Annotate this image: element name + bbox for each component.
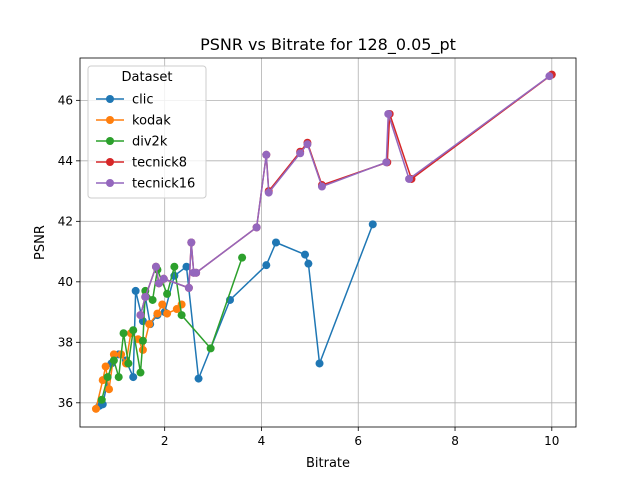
x-tick-label: 6 xyxy=(354,434,362,448)
legend-label: tecnick8 xyxy=(132,156,187,171)
data-point-tecnick16 xyxy=(296,149,305,158)
data-point-tecnick16 xyxy=(151,262,160,271)
legend-label: clic xyxy=(132,93,154,108)
y-tick-label: 38 xyxy=(58,335,73,349)
data-point-kodak xyxy=(101,362,110,371)
data-point-div2k xyxy=(206,344,215,353)
legend: Dataset clic kodak div2k tecnick8 tecnick16 xyxy=(87,65,207,199)
data-point-tecnick16 xyxy=(187,238,196,247)
y-tick-label: 44 xyxy=(58,154,73,168)
legend-swatch-marker xyxy=(106,137,114,145)
data-point-kodak xyxy=(158,300,167,309)
x-tick-label: 8 xyxy=(451,434,459,448)
data-point-clic xyxy=(271,238,280,247)
data-point-kodak xyxy=(153,309,162,318)
data-point-tecnick16 xyxy=(264,188,273,197)
y-tick-label: 46 xyxy=(58,93,73,107)
data-point-clic xyxy=(368,220,377,229)
data-point-div2k xyxy=(238,253,247,262)
y-tick-label: 36 xyxy=(58,396,73,410)
data-point-div2k xyxy=(103,373,112,382)
x-tick-label: 2 xyxy=(161,434,169,448)
data-point-tecnick16 xyxy=(405,174,414,183)
data-point-tecnick16 xyxy=(159,274,168,283)
data-point-tecnick16 xyxy=(545,72,554,81)
data-point-clic xyxy=(194,374,203,383)
data-point-div2k xyxy=(114,373,123,382)
legend-swatch-marker xyxy=(106,158,114,166)
legend-item-clic: clic xyxy=(96,93,154,108)
legend-swatch-marker xyxy=(106,179,114,187)
data-point-kodak xyxy=(109,350,118,359)
data-point-div2k xyxy=(177,311,186,320)
data-point-clic xyxy=(262,261,271,270)
data-point-clic xyxy=(301,250,310,259)
data-point-tecnick16 xyxy=(317,182,326,191)
data-point-tecnick16 xyxy=(382,158,391,167)
data-point-tecnick16 xyxy=(384,109,393,118)
legend-item-tecnick16: tecnick16 xyxy=(96,177,195,192)
legend-item-div2k: div2k xyxy=(96,135,168,150)
data-point-div2k xyxy=(119,329,128,338)
x-tick-label: 4 xyxy=(258,434,266,448)
legend-label: tecnick16 xyxy=(132,177,195,192)
legend-swatch-marker xyxy=(106,116,114,124)
chart-title: PSNR vs Bitrate for 128_0.05_pt xyxy=(200,35,456,55)
series-div2k xyxy=(97,253,247,404)
x-tick-label: 10 xyxy=(544,434,559,448)
data-point-tecnick16 xyxy=(141,292,150,301)
series-layer xyxy=(91,70,556,413)
series-tecnick16 xyxy=(136,72,554,320)
data-point-div2k xyxy=(148,295,157,304)
data-point-clic xyxy=(304,259,313,268)
y-axis-label: PSNR xyxy=(33,225,48,260)
data-point-div2k xyxy=(129,326,138,335)
y-tick-label: 42 xyxy=(58,214,73,228)
data-point-kodak xyxy=(105,385,114,394)
data-point-tecnick16 xyxy=(136,311,145,320)
data-point-clic xyxy=(138,317,147,326)
data-point-clic xyxy=(129,373,138,382)
legend-label: div2k xyxy=(132,135,168,150)
legend-label: kodak xyxy=(132,114,171,129)
data-point-kodak xyxy=(163,309,172,318)
data-point-tecnick16 xyxy=(192,268,201,277)
x-axis-label: Bitrate xyxy=(306,456,350,471)
data-point-clic xyxy=(315,359,324,368)
plot-frame xyxy=(79,57,577,428)
data-point-div2k xyxy=(138,336,147,345)
data-point-div2k xyxy=(170,262,179,271)
data-point-tecnick16 xyxy=(262,150,271,159)
data-point-div2k xyxy=(136,368,145,377)
legend-item-tecnick8: tecnick8 xyxy=(96,156,187,171)
data-point-kodak xyxy=(91,404,100,413)
legend-item-kodak: kodak xyxy=(96,114,171,129)
data-point-kodak xyxy=(177,300,186,309)
legend-title: Dataset xyxy=(122,70,173,85)
data-point-kodak xyxy=(145,320,154,329)
data-point-clic xyxy=(131,286,140,295)
data-point-tecnick16 xyxy=(184,283,193,292)
data-point-div2k xyxy=(163,289,172,298)
legend-swatch-marker xyxy=(106,95,114,103)
data-point-div2k xyxy=(124,359,133,368)
y-tick-label: 40 xyxy=(58,275,73,289)
data-point-div2k xyxy=(97,395,106,404)
data-point-tecnick16 xyxy=(303,140,312,149)
data-point-div2k xyxy=(109,356,118,365)
legend-items: clic kodak div2k tecnick8 tecnick16 xyxy=(96,93,195,192)
data-point-clic xyxy=(182,262,191,271)
data-point-tecnick16 xyxy=(252,223,261,232)
